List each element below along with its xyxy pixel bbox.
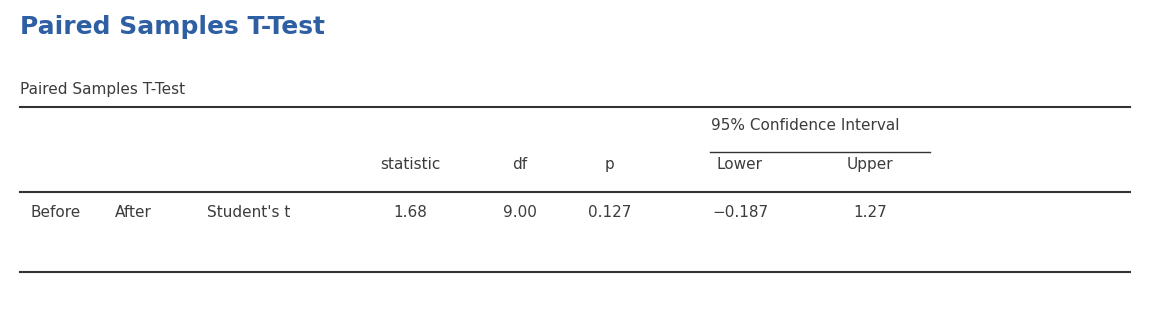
Text: Paired Samples T-Test: Paired Samples T-Test <box>20 82 185 97</box>
Text: 95% Confidence Interval: 95% Confidence Interval <box>711 118 900 133</box>
Text: Student's t: Student's t <box>206 205 290 220</box>
Text: −0.187: −0.187 <box>712 205 768 220</box>
Text: 1.27: 1.27 <box>854 205 887 220</box>
Text: Before: Before <box>30 205 81 220</box>
Text: 1.68: 1.68 <box>393 205 427 220</box>
Text: statistic: statistic <box>380 157 440 172</box>
Text: 9.00: 9.00 <box>503 205 537 220</box>
Text: df: df <box>513 157 528 172</box>
Text: p: p <box>605 157 615 172</box>
Text: Upper: Upper <box>847 157 893 172</box>
Text: 0.127: 0.127 <box>589 205 631 220</box>
Text: After: After <box>115 205 152 220</box>
Text: Lower: Lower <box>717 157 763 172</box>
Text: Paired Samples T-Test: Paired Samples T-Test <box>20 15 325 39</box>
